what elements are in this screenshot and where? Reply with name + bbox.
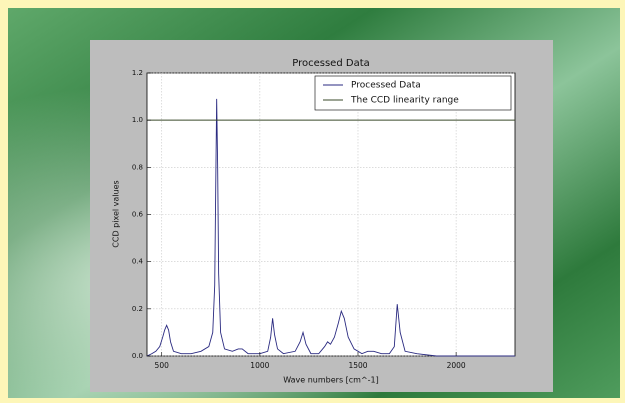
y-tick-label: 0.6 — [132, 211, 144, 219]
x-tick-label: 1500 — [348, 361, 367, 370]
y-tick-label: 0.8 — [132, 163, 143, 171]
legend-box — [314, 75, 512, 111]
y-tick-label: 0.0 — [132, 352, 143, 360]
y-axis-label: CCD pixel values — [112, 180, 121, 247]
y-tick-label: 0.2 — [132, 305, 143, 313]
chart-title: Processed Data — [292, 58, 370, 69]
y-tick-label: 0.4 — [132, 258, 144, 266]
x-tick-label: 2000 — [447, 361, 466, 370]
legend: Processed Data The CCD linearity range — [314, 75, 512, 111]
lines — [146, 98, 515, 357]
x-tick-label: 500 — [155, 361, 170, 370]
x-tick-label: 1000 — [250, 361, 269, 370]
data-line — [146, 98, 515, 357]
y-tick-label: 1.0 — [132, 116, 143, 124]
legend-label: Processed Data — [351, 81, 421, 91]
y-tick-label: 1.2 — [132, 69, 143, 77]
ticks: 0.0 0.2 0.4 0.6 0.8 1.0 1.2 500 1000 1500 2000 — [132, 69, 466, 370]
grid — [147, 72, 515, 357]
legend-label: The CCD linearity range — [350, 96, 459, 106]
x-axis-label: Wave numbers [cm^-1] — [283, 376, 379, 385]
